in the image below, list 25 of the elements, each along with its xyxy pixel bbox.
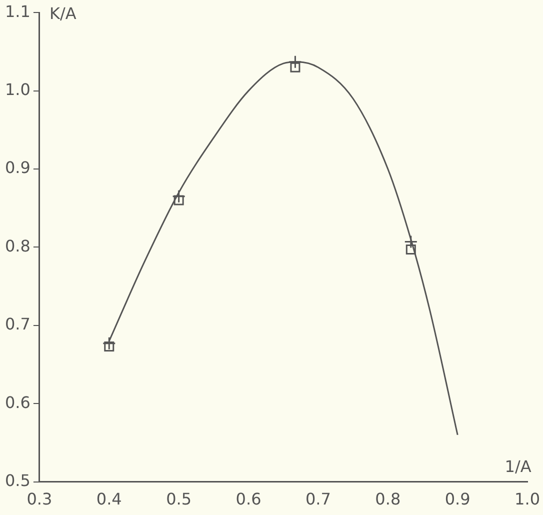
point <box>406 244 416 255</box>
x-axis-title: 1/A <box>504 456 532 476</box>
point <box>288 55 302 69</box>
y-tick-label: 0.5 <box>4 470 30 490</box>
y-tick-label: 0.9 <box>4 158 30 178</box>
point <box>102 336 116 350</box>
y-axis-title: K/A <box>49 4 76 23</box>
point <box>174 195 184 206</box>
point <box>172 190 186 204</box>
y-tick-label: 0.8 <box>4 236 30 256</box>
x-tick-label: 0.9 <box>444 490 470 509</box>
y-tick-label: 0.7 <box>4 314 30 334</box>
x-tick-label: 0.3 <box>26 490 52 509</box>
point <box>104 342 114 352</box>
x-tick-label: 0.6 <box>236 490 262 509</box>
x-tick-label: 1.0 <box>514 490 540 509</box>
x-tick-label: 0.5 <box>166 490 192 509</box>
y-tick-label: 0.6 <box>4 392 30 412</box>
point <box>404 234 418 248</box>
x-tick-label: 0.4 <box>96 490 122 509</box>
x-tick-label: 0.8 <box>375 490 401 509</box>
x-tick-label: 0.7 <box>305 490 331 509</box>
point <box>290 62 300 72</box>
y-tick-label: 1.1 <box>4 2 30 21</box>
y-tick-label: 1.0 <box>4 80 30 99</box>
